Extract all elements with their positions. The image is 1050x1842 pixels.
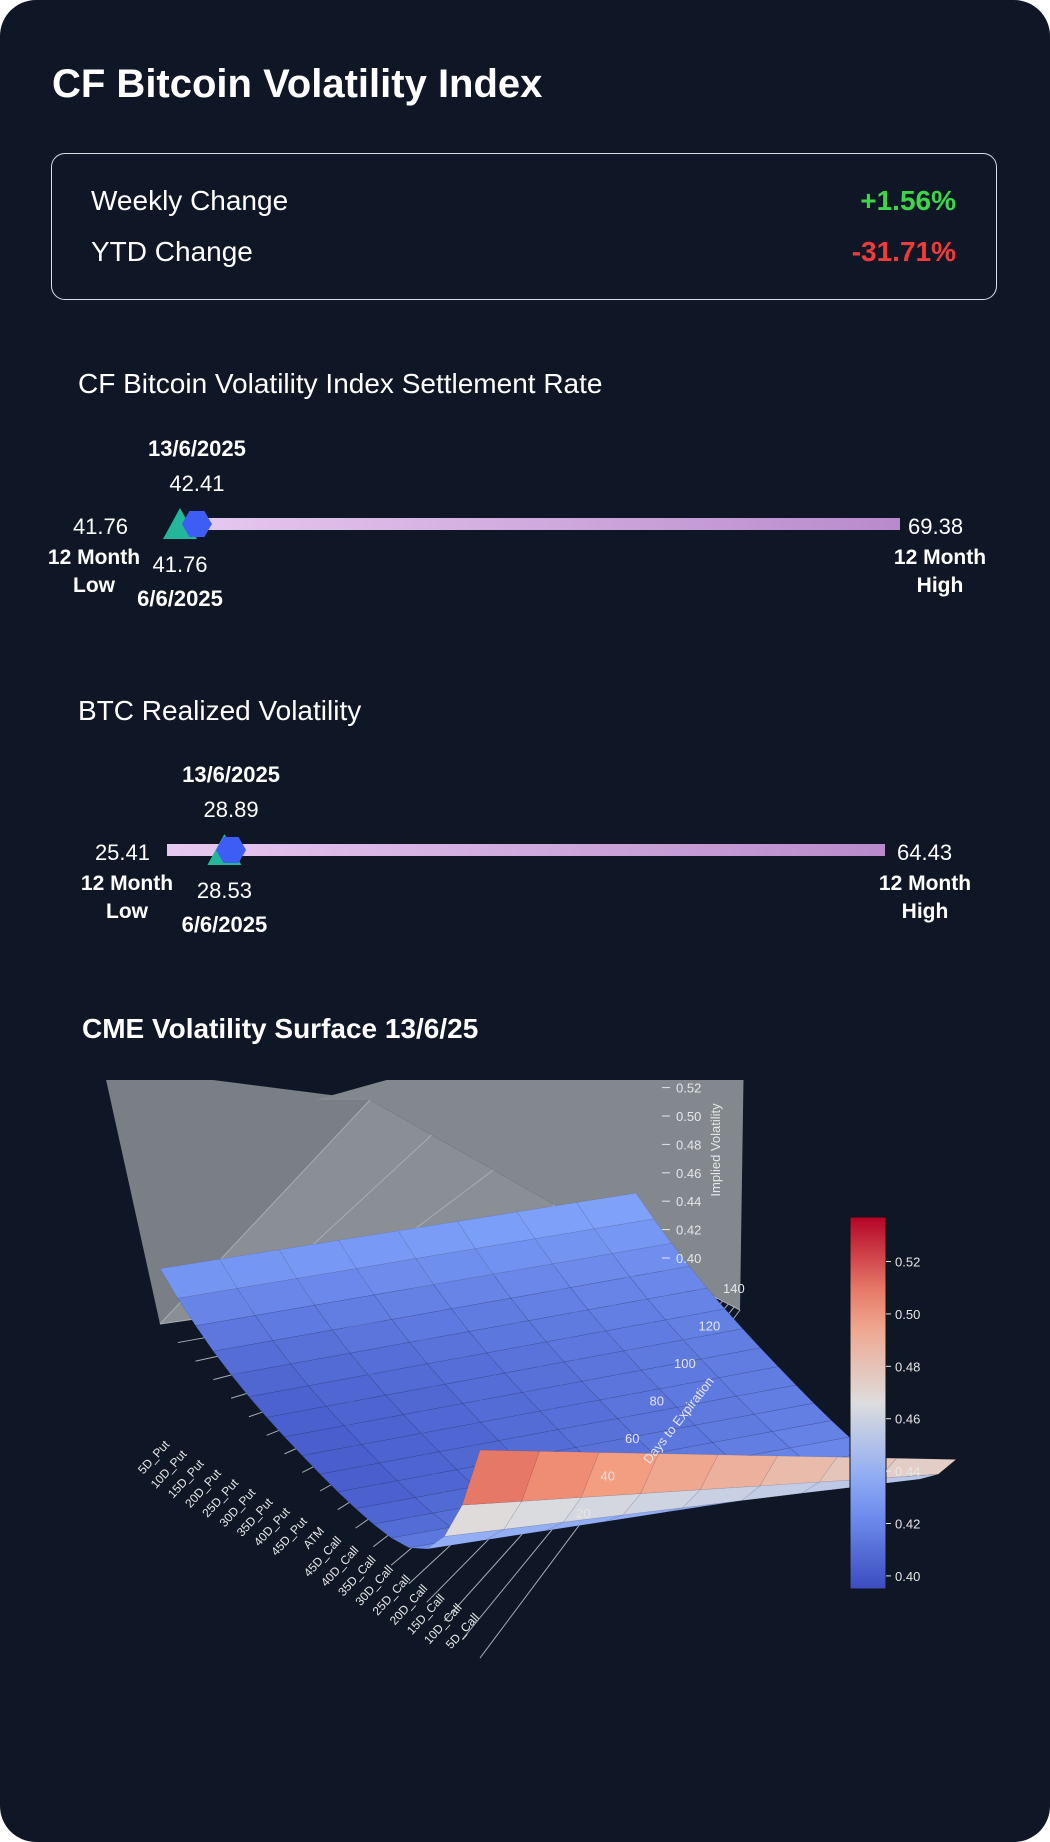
left-wall-pane xyxy=(106,1080,370,1324)
colorbar-tick-label: 0.44 xyxy=(895,1464,920,1479)
ytd-change-label: YTD Change xyxy=(91,236,253,267)
settlement-rate-range-chart: 41.76 69.38 12 Month Low 12 Month High 13/6/20… xyxy=(48,436,986,611)
volatility-surface-chart: 0.400.420.440.460.480.500.520.540.56Impl… xyxy=(106,1080,957,1659)
z-tick-label: 0.46 xyxy=(676,1166,701,1181)
high-caption-line-1: 12 Month xyxy=(894,546,986,569)
high-caption-line-2: High xyxy=(902,900,949,923)
z-tick-label: 0.44 xyxy=(676,1194,701,1209)
y-tick-label: 140 xyxy=(723,1281,745,1296)
colorbar-tick-label: 0.50 xyxy=(895,1307,920,1322)
ytd-change-value: -31.71% xyxy=(851,236,956,267)
previous-value-label: 41.76 xyxy=(152,552,207,577)
low-caption-line-1: 12 Month xyxy=(81,872,173,895)
z-tick-label: 0.40 xyxy=(676,1251,701,1266)
current-date-label: 13/6/2025 xyxy=(148,436,246,461)
current-value-label: 42.41 xyxy=(169,471,224,496)
hexagon-icon xyxy=(216,837,246,863)
min-value-label: 41.76 xyxy=(73,514,128,539)
z-tick-label: 0.50 xyxy=(676,1109,701,1124)
current-value-label: 28.89 xyxy=(204,797,259,822)
y-tick-label: 60 xyxy=(625,1431,639,1446)
surface-patch xyxy=(461,1449,540,1506)
low-caption-line-2: Low xyxy=(106,900,149,923)
settlement-rate-title: CF Bitcoin Volatility Index Settlement R… xyxy=(78,368,603,399)
min-value-label: 25.41 xyxy=(95,840,150,865)
y-tick-label: 40 xyxy=(601,1469,615,1484)
surface-title: CME Volatility Surface 13/6/25 xyxy=(82,1013,479,1044)
colorbar-tick-label: 0.40 xyxy=(895,1569,920,1584)
colorbar-tick-label: 0.52 xyxy=(895,1255,920,1270)
high-caption-line-1: 12 Month xyxy=(879,872,971,895)
surface-patch xyxy=(580,1452,659,1498)
z-axis-label: Implied Volatility xyxy=(708,1103,723,1197)
colorbar-tick-label: 0.42 xyxy=(895,1517,920,1532)
previous-date-label: 6/6/2025 xyxy=(137,586,223,611)
page-title: CF Bitcoin Volatility Index xyxy=(52,62,543,106)
surface-patch xyxy=(521,1450,600,1502)
low-caption-line-2: Low xyxy=(73,574,116,597)
z-tick-label: 0.52 xyxy=(676,1081,701,1096)
weekly-change-value: +1.56% xyxy=(860,185,956,216)
y-tick-label: 20 xyxy=(576,1506,590,1521)
y-tick-label: 100 xyxy=(674,1356,696,1371)
previous-date-label: 6/6/2025 xyxy=(182,912,268,937)
hexagon-icon xyxy=(181,511,212,537)
range-bar xyxy=(167,844,885,856)
colorbar xyxy=(849,1216,887,1590)
back-wall-pane xyxy=(315,1080,744,1310)
summary-box: Weekly Change +1.56% YTD Change -31.71% xyxy=(51,153,997,300)
realized-volatility-range-chart: 25.41 64.43 12 Month Low 12 Month High 13/6/20… xyxy=(81,762,971,937)
low-caption-line-1: 12 Month xyxy=(48,546,140,569)
z-tick-label: 0.42 xyxy=(676,1223,701,1238)
max-value-label: 64.43 xyxy=(897,840,952,865)
range-bar xyxy=(180,518,900,530)
y-tick-label: 80 xyxy=(650,1394,664,1409)
realized-volatility-title: BTC Realized Volatility xyxy=(78,695,362,726)
colorbar-tick-label: 0.48 xyxy=(895,1359,920,1374)
previous-value-label: 28.53 xyxy=(197,878,252,903)
weekly-change-label: Weekly Change xyxy=(91,185,289,216)
high-caption-line-2: High xyxy=(917,574,964,597)
colorbar-tick-label: 0.46 xyxy=(895,1412,920,1427)
y-tick-label: 120 xyxy=(699,1319,721,1334)
max-value-label: 69.38 xyxy=(908,514,963,539)
current-date-label: 13/6/2025 xyxy=(182,762,280,787)
z-tick-label: 0.48 xyxy=(676,1137,701,1152)
